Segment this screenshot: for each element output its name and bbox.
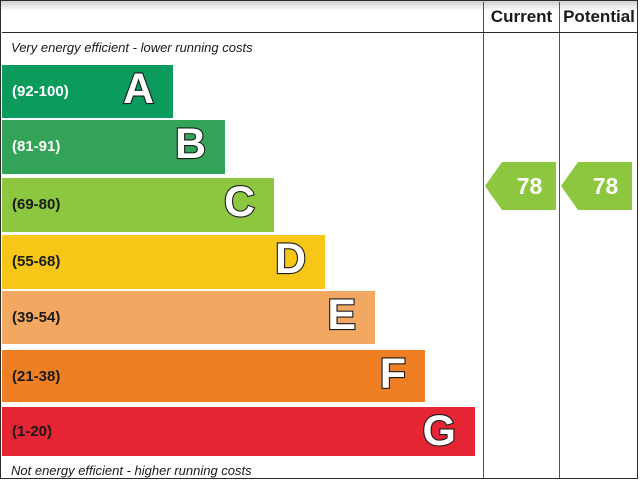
svg-text:C: C <box>224 178 255 226</box>
svg-text:E: E <box>327 291 356 339</box>
svg-text:A: A <box>123 65 154 113</box>
svg-text:F: F <box>380 350 406 398</box>
svg-text:D: D <box>275 235 306 283</box>
svg-text:B: B <box>175 120 206 168</box>
svg-text:G: G <box>423 407 456 455</box>
